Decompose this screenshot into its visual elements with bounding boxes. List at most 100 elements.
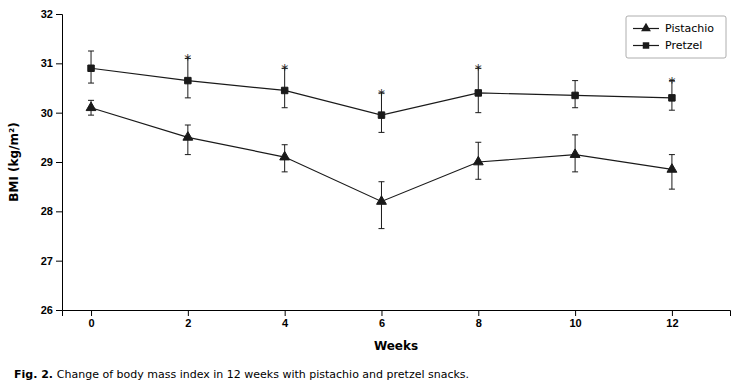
y-tick: 29 xyxy=(41,156,62,168)
x-tick: 12 xyxy=(666,310,678,329)
caption: Fig. 2. Change of body mass index in 12 w… xyxy=(14,368,469,381)
x-tick: 2 xyxy=(185,310,191,329)
x-tick: 4 xyxy=(282,310,289,329)
series-1 xyxy=(88,51,675,132)
error-cap-upper xyxy=(185,125,191,126)
error-cap-lower xyxy=(88,115,94,116)
annotation: * xyxy=(378,86,385,102)
legend-label: Pretzel xyxy=(665,39,702,52)
y-tick-mark xyxy=(56,14,62,15)
error-cap-upper xyxy=(572,134,578,135)
y-tick: 30 xyxy=(41,107,62,119)
x-tick-label: 10 xyxy=(569,317,581,329)
y-tick-mark xyxy=(56,63,62,64)
error-bar-stem xyxy=(381,182,382,229)
error-bar xyxy=(88,51,94,83)
x-tick-label: 8 xyxy=(476,317,482,329)
x-axis-line xyxy=(63,311,731,317)
y-tick-label: 26 xyxy=(41,304,53,316)
x-tick: 6 xyxy=(379,310,385,329)
data-point xyxy=(667,164,677,173)
x-tick-mark xyxy=(672,310,673,316)
legend-swatch-marker xyxy=(641,23,651,32)
data-point xyxy=(281,87,287,93)
error-cap-upper xyxy=(88,100,94,101)
error-cap-lower xyxy=(378,228,384,229)
x-tick-mark xyxy=(478,310,479,316)
error-cap-upper xyxy=(88,51,94,52)
x-tick-label: 12 xyxy=(666,317,678,329)
y-tick-label: 30 xyxy=(41,107,53,119)
error-cap-upper xyxy=(378,181,384,182)
error-cap-lower xyxy=(475,112,481,113)
y-tick-label: 27 xyxy=(41,255,53,267)
x-tick: 8 xyxy=(476,310,482,329)
error-cap-lower xyxy=(185,97,191,98)
y-tick-label: 31 xyxy=(41,57,53,69)
data-point xyxy=(88,65,94,71)
x-tick-mark xyxy=(188,310,189,316)
data-point xyxy=(475,90,481,96)
x-tick-mark xyxy=(285,310,286,316)
error-cap-lower xyxy=(572,171,578,172)
legend-label: Pistachio xyxy=(665,22,714,35)
error-cap-upper xyxy=(669,154,675,155)
x-axis: 0 2 4 6 8 10 12 xyxy=(63,310,731,329)
data-point xyxy=(378,112,384,118)
error-cap-upper xyxy=(572,80,578,81)
y-tick: 31 xyxy=(41,57,62,69)
error-bar xyxy=(572,81,578,108)
y-tick-label: 32 xyxy=(41,8,53,20)
error-cap-upper xyxy=(475,142,481,143)
data-point xyxy=(669,95,675,101)
error-bar xyxy=(378,182,384,229)
data-point xyxy=(86,102,96,111)
error-cap-lower xyxy=(378,132,384,133)
legend-swatch-marker xyxy=(643,42,649,48)
x-tick: 0 xyxy=(88,310,94,329)
y-tick: 28 xyxy=(41,205,62,217)
y-axis-line xyxy=(56,15,63,311)
caption-text: Change of body mass index in 12 weeks wi… xyxy=(57,368,469,381)
error-cap-lower xyxy=(572,107,578,108)
annotation: * xyxy=(184,51,191,67)
error-cap-lower xyxy=(282,171,288,172)
legend-entry: Pistachio xyxy=(633,22,714,35)
plot-area: 02468101226272829303132*****PistachioPre… xyxy=(41,8,731,329)
data-point xyxy=(572,92,578,98)
legend: Pistachio Pretzel xyxy=(626,16,726,58)
x-tick-label: 0 xyxy=(88,317,94,329)
x-tick-mark xyxy=(381,310,382,316)
x-tick-label: 4 xyxy=(282,317,289,329)
y-tick-mark xyxy=(56,113,62,114)
data-point xyxy=(280,151,290,160)
error-cap-lower xyxy=(282,107,288,108)
y-tick-mark xyxy=(56,261,62,262)
y-tick-mark xyxy=(56,211,62,212)
x-tick-label: 6 xyxy=(379,317,385,329)
y-tick-mark xyxy=(56,162,62,163)
y-axis: 26 27 28 29 30 31 32 xyxy=(41,8,63,316)
y-tick: 27 xyxy=(41,255,62,267)
y-axis-title: BMI (kg/m²) xyxy=(7,122,21,201)
chart-svg: 02468101226272829303132*****PistachioPre… xyxy=(0,0,750,388)
y-tick-label: 29 xyxy=(41,156,53,168)
x-axis-title: Weeks xyxy=(374,339,418,353)
data-marks xyxy=(86,51,677,229)
error-cap-upper xyxy=(282,144,288,145)
y-tick-label: 28 xyxy=(41,205,53,217)
x-tick: 10 xyxy=(569,310,581,329)
x-tick-mark xyxy=(91,310,92,316)
data-point xyxy=(185,77,191,83)
x-tick-mark xyxy=(575,310,576,316)
annotation: * xyxy=(668,74,675,90)
y-tick: 32 xyxy=(41,8,62,20)
y-tick-mark xyxy=(56,310,62,311)
data-point xyxy=(183,132,193,141)
caption-bold: Fig. 2. xyxy=(14,368,53,381)
annotation: * xyxy=(475,61,482,77)
legend-entry: Pretzel xyxy=(633,39,702,52)
annotations: ***** xyxy=(184,51,675,102)
chart-container: 02468101226272829303132*****PistachioPre… xyxy=(0,0,750,388)
error-cap-lower xyxy=(475,179,481,180)
